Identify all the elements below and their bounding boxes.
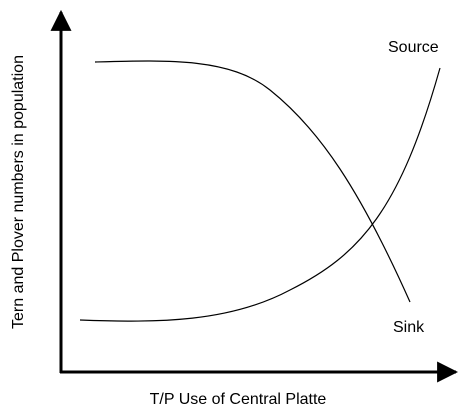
sink-label: Sink <box>393 319 425 336</box>
x-axis-label: T/P Use of Central Platte <box>150 391 327 408</box>
sink-curve <box>94 60 411 303</box>
source-label: Source <box>388 39 439 56</box>
source-curve <box>79 67 441 322</box>
y-axis-label: Tern and Plover numbers in population <box>10 55 27 329</box>
